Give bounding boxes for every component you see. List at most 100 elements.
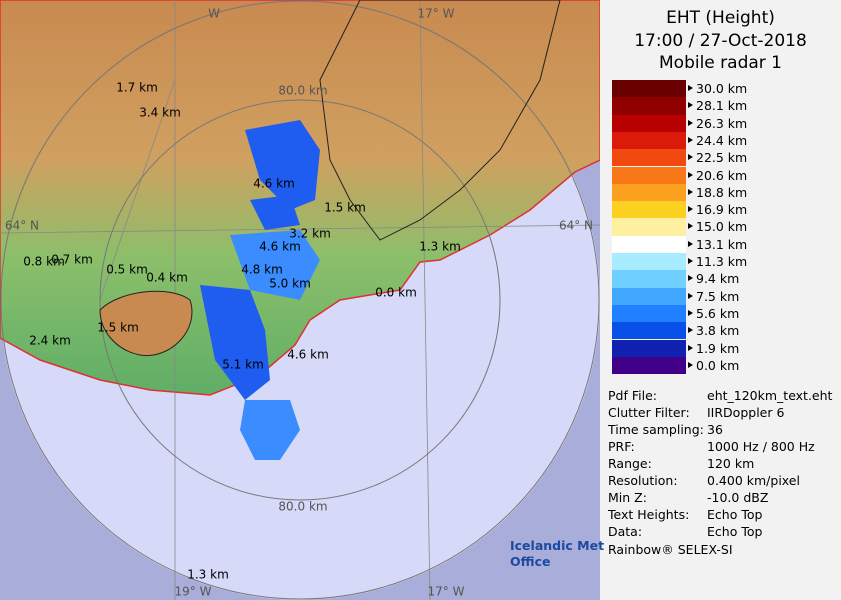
info-value: 120 km [707,456,755,471]
logo-text: Office [510,554,551,569]
legend-swatch [612,322,686,340]
legend-swatch [612,270,686,288]
info-value: Echo Top [707,524,763,539]
info-value: 1000 Hz / 800 Hz [707,439,815,454]
map-label: 3.4 km [139,106,181,120]
info-value: 36 [707,422,723,437]
legend-tick [688,188,693,195]
legend-swatch [612,253,686,271]
legend-tick [688,309,693,316]
legend-label: 3.8 km [696,323,740,339]
map-label: 64° N [559,219,593,233]
info-label: PRF: [608,439,635,454]
legend-label: 13.1 km [696,236,748,252]
logo-text: Icelandic Met [510,538,605,553]
legend-label: 1.9 km [696,340,740,356]
map-label: 4.8 km [241,263,283,277]
info-value: Echo Top [707,507,763,522]
glacier [99,290,193,357]
legend-tick [688,85,693,91]
legend-swatch [612,166,686,184]
legend-label: 5.6 km [696,305,740,321]
glacier [319,0,561,241]
map-label: 1.7 km [116,81,158,95]
map-label: 0.7 km [51,253,93,267]
range-ring [0,0,600,600]
legend-swatch [612,235,686,253]
info-label: Min Z: [608,490,647,505]
coastline [0,0,600,396]
info-label: Pdf File: [608,388,657,403]
legend-label: 24.4 km [696,132,748,148]
map-label: 17° W [428,585,465,599]
map-label: 1.5 km [97,321,139,335]
map-label: 0.5 km [106,263,148,277]
legend-swatch [612,356,686,375]
radar-map: W 17° W 1.7 km 3.4 km 80.0 km 4.6 km 1.5 km 64°… [0,0,600,600]
side-panel: EHT (Height) 17:00 / 27-Oct-2018 Mobile … [600,0,841,600]
legend-tick [688,240,693,247]
legend-label: 7.5 km [696,288,740,304]
info-value: -10.0 dBZ [707,490,769,505]
legend-tick [688,206,693,213]
map-label: 5.0 km [269,277,311,291]
footer: Rainbow® SELEX-SI [608,542,733,557]
info-label: Text Heights: [608,507,690,522]
legend-tick [688,327,693,334]
time: 17:00 / 27-Oct-2018 [634,31,807,51]
legend-tick [688,171,693,178]
info-label: Range: [608,456,652,471]
map-label: 19° W [175,585,212,599]
logo: Icelandic Met Office [510,538,604,570]
legend-tick [688,119,693,126]
legend-tick [688,102,693,109]
legend-tick [688,292,693,299]
legend-swatch [612,218,686,236]
legend-swatch [612,287,686,305]
legend-swatch [612,149,686,167]
legend-tick [688,136,693,143]
legend-tick [688,258,693,264]
legend-label: 22.5 km [696,150,748,166]
radar-name: Mobile radar 1 [659,53,782,73]
range-ring [99,99,501,501]
map-label: 4.6 km [253,177,295,191]
map-label: 2.4 km [29,334,71,348]
map-label: 1.3 km [419,240,461,254]
legend-label: 20.6 km [696,167,748,183]
graticule [0,0,600,600]
legend-swatch [612,131,686,150]
legend-tick [688,154,693,161]
legend-label: 11.3 km [696,254,748,269]
legend-label: 18.8 km [696,184,748,200]
map-label: 80.0 km [278,84,327,98]
map-label: 0.8 km [23,255,65,269]
map-label: W [208,7,220,21]
map-label: 1.3 km [187,568,229,582]
info-label: Time sampling: [608,422,704,437]
legend-label: 28.1 km [696,98,748,114]
info-value: 0.400 km/pixel [707,473,800,488]
legend-swatch [612,304,686,323]
map-label: 0.4 km [146,271,188,285]
legend-swatch [612,80,686,98]
legend-tick [688,223,693,230]
legend-swatch [612,183,686,202]
info-value: eht_120km_text.eht [707,388,833,403]
info-label: Resolution: [608,473,678,488]
legend-swatch [612,201,686,219]
map-label: 64° N [5,219,39,233]
legend-tick [688,344,693,351]
legend-tick [688,275,693,282]
map-label: 5.1 km [222,358,264,372]
info-label: Data: [608,524,643,539]
legend-label: 9.4 km [696,271,740,287]
legend-label: 0.0 km [696,357,740,373]
legend-swatch [612,339,686,357]
legend-swatch [612,97,686,115]
legend-label: 30.0 km [696,81,748,96]
legend-swatch [612,114,686,132]
map-label: 0.0 km [375,286,417,300]
map-label: 1.5 km [324,201,366,215]
